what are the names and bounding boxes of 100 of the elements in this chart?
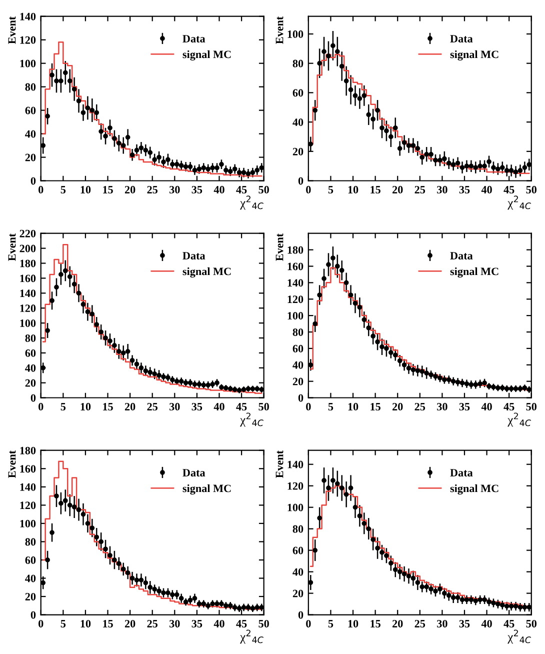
x-tick-label: 40: [481, 620, 492, 628]
x-tick-label: 10: [80, 620, 91, 628]
legend-label: Data: [182, 252, 206, 260]
y-tick-label: 200: [20, 244, 36, 252]
y-tick-label: 100: [288, 30, 304, 38]
x-tick-label: 30: [437, 186, 448, 194]
x-tick-label: 20: [392, 186, 403, 194]
x-tick-label: 45: [504, 186, 514, 194]
x-tick-label: 45: [504, 620, 514, 628]
x-tick-label: 5: [328, 403, 334, 410]
x-tick-label: 10: [348, 402, 358, 410]
x-tick-label: 5: [60, 403, 66, 410]
y-tick-label: 80: [292, 525, 304, 533]
y-tick-label: 80: [292, 60, 304, 68]
y-tick-label: 20: [25, 379, 36, 387]
y-axis-title: Event: [8, 233, 16, 261]
y-tick-label: 40: [292, 361, 304, 369]
x-tick-label: 25: [414, 402, 426, 410]
y-tick-label: 20: [292, 148, 304, 156]
y-tick-label: 180: [20, 260, 36, 268]
x-tick-label: 15: [370, 186, 380, 194]
x-tick-label: 25: [147, 402, 158, 410]
legend-label: signal MC: [182, 267, 231, 278]
x-tick-label: 5: [328, 186, 334, 194]
y-tick-label: 100: [20, 520, 36, 528]
y-tick-label: 120: [20, 304, 36, 312]
x-tick-label: 20: [392, 620, 403, 628]
x-tick-label: 50: [258, 402, 269, 410]
x-axis-title: χ$^{2}$$_{4C}$: [240, 196, 264, 210]
x-tick-label: 45: [236, 186, 247, 194]
x-tick-label: 30: [170, 620, 180, 628]
legend-label: signal MC: [450, 484, 498, 495]
legend-label: signal MC: [182, 484, 231, 495]
y-tick-label: 100: [288, 504, 304, 512]
y-axis-title: Event: [8, 16, 16, 44]
x-tick-label: 15: [103, 402, 113, 410]
y-tick-label: 0: [298, 177, 304, 185]
x-tick-label: 40: [214, 620, 224, 628]
y-tick-label: 120: [20, 36, 36, 44]
y-tick-label: 100: [288, 312, 304, 320]
y-tick-label: 120: [20, 502, 36, 510]
x-tick-label: 30: [437, 620, 448, 628]
y-tick-label: 140: [288, 279, 304, 287]
x-tick-label: 0: [306, 402, 311, 410]
y-tick-label: 20: [25, 592, 36, 600]
x-axis-title: χ$^{2}$$_{4C}$: [240, 412, 264, 427]
y-tick-label: 140: [20, 483, 36, 491]
y-tick-label: 140: [20, 12, 36, 20]
x-tick-label: 10: [348, 620, 358, 628]
y-tick-label: 40: [25, 364, 36, 372]
y-tick-label: 60: [292, 344, 304, 352]
x-tick-label: 15: [370, 402, 380, 410]
x-tick-label: 50: [526, 620, 537, 628]
legend-label: Data: [182, 469, 206, 476]
x-tick-label: 25: [147, 620, 158, 628]
legend-label: signal MC: [450, 267, 498, 278]
x-tick-label: 25: [414, 186, 426, 194]
x-tick-label: 35: [459, 620, 470, 628]
y-tick-label: 140: [288, 460, 304, 468]
legend-label: Data: [450, 35, 473, 42]
x-tick-label: 30: [437, 402, 448, 410]
y-tick-label: 80: [292, 328, 304, 336]
x-tick-label: 45: [504, 403, 514, 410]
y-tick-label: 0: [30, 394, 36, 402]
y-tick-label: 40: [292, 118, 304, 126]
y-tick-label: 80: [25, 83, 36, 91]
y-tick-label: 160: [20, 465, 36, 473]
x-tick-label: 35: [192, 402, 202, 410]
y-tick-label: 0: [30, 611, 36, 619]
y-tick-label: 0: [298, 394, 304, 402]
x-tick-label: 30: [170, 402, 180, 410]
legend-label: Data: [182, 35, 206, 42]
x-tick-label: 10: [348, 186, 358, 194]
y-tick-label: 60: [25, 349, 36, 357]
x-tick-label: 0: [306, 620, 311, 628]
y-tick-label: 20: [25, 154, 36, 162]
y-tick-label: 120: [288, 482, 304, 490]
x-tick-label: 5: [328, 620, 334, 628]
x-tick-label: 15: [103, 620, 113, 628]
x-tick-label: 50: [526, 402, 537, 410]
x-tick-label: 5: [60, 620, 66, 628]
y-tick-label: 100: [20, 319, 36, 327]
y-axis-title: Event: [276, 233, 284, 261]
x-tick-label: 10: [80, 186, 91, 194]
legend-label: signal MC: [450, 50, 498, 60]
y-tick-label: 140: [20, 290, 36, 298]
y-tick-label: 180: [20, 446, 36, 454]
x-tick-label: 40: [481, 402, 492, 410]
x-tick-label: 20: [124, 620, 136, 628]
y-tick-label: 40: [25, 574, 36, 582]
x-tick-label: 25: [147, 186, 158, 194]
y-tick-label: 80: [25, 334, 36, 342]
y-tick-label: 60: [292, 89, 304, 97]
y-tick-label: 20: [292, 590, 304, 598]
y-tick-label: 0: [298, 611, 304, 619]
x-tick-label: 50: [258, 186, 269, 194]
x-tick-label: 35: [459, 402, 470, 410]
x-tick-label: 0: [38, 186, 44, 194]
y-tick-label: 20: [292, 378, 304, 386]
x-tick-label: 35: [192, 620, 202, 628]
